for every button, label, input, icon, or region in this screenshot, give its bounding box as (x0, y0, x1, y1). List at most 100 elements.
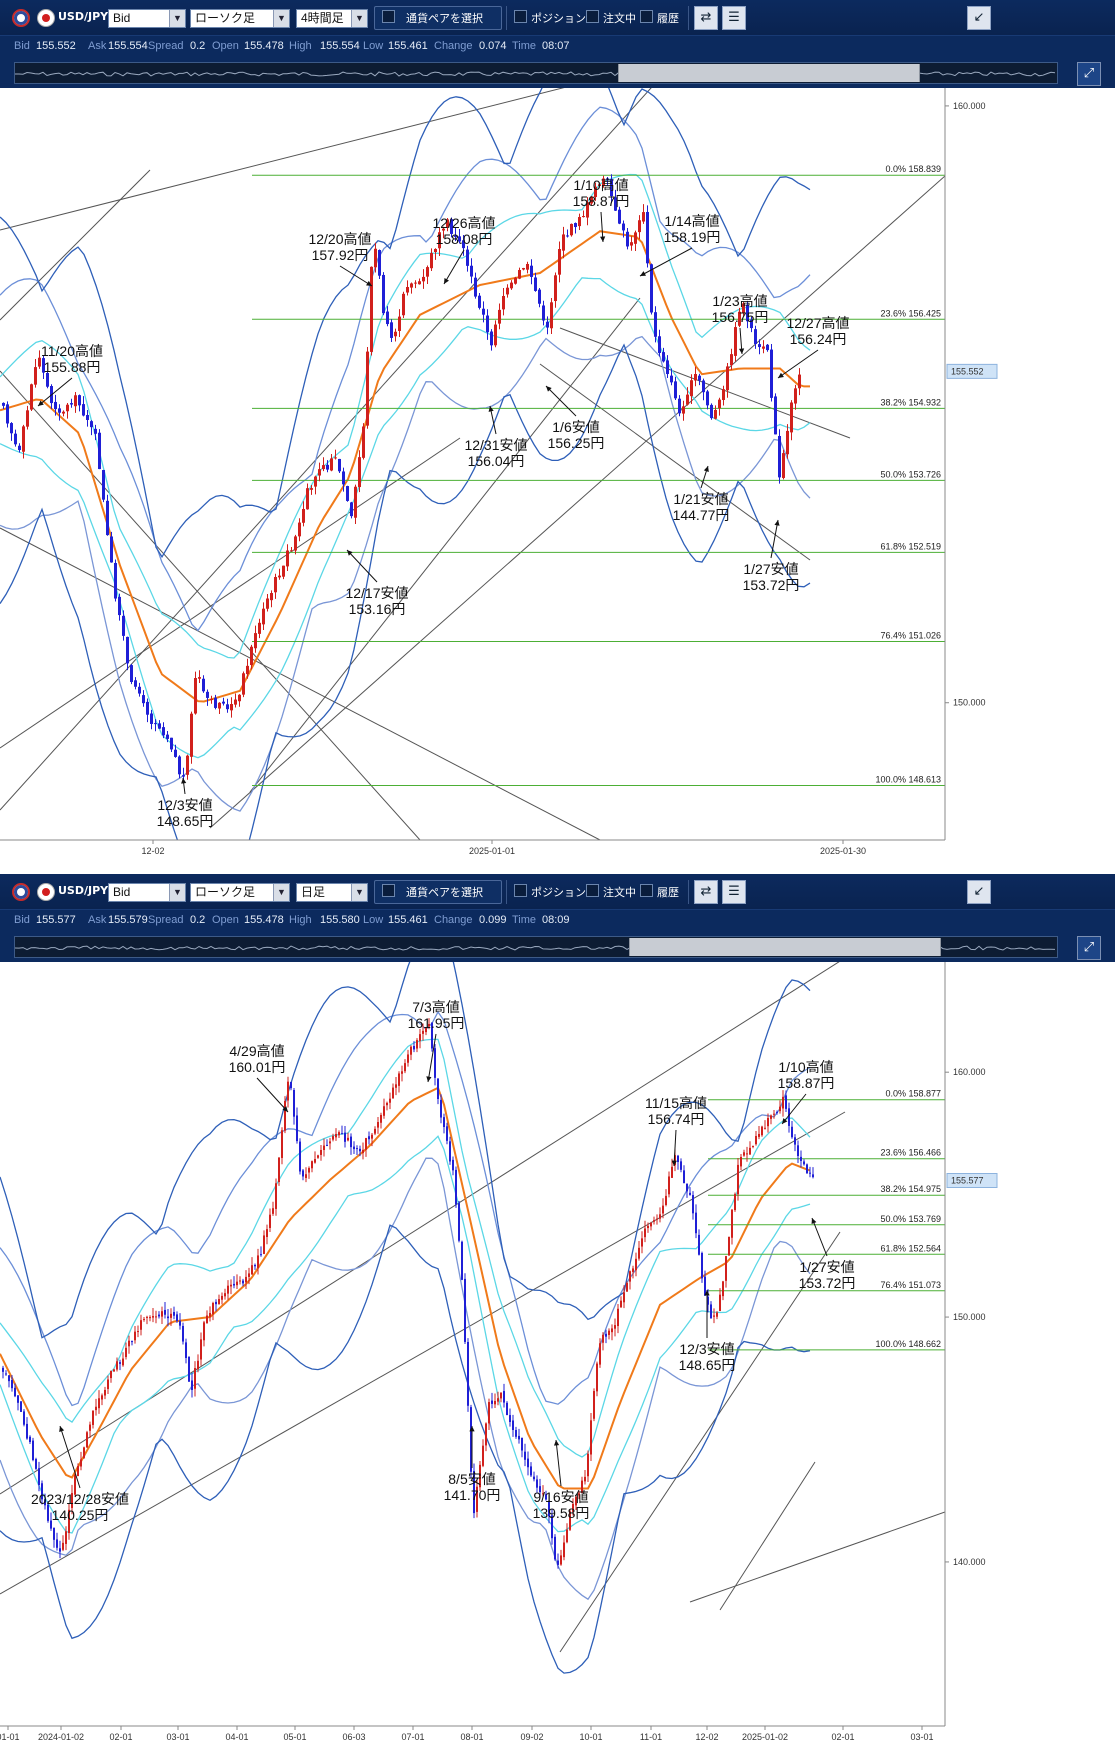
current-price-label: 155.577 (951, 1175, 984, 1185)
position-checkbox[interactable] (514, 10, 527, 23)
candle-down (302, 1170, 304, 1177)
price-tick-label: 160.000 (953, 101, 986, 111)
price-type-value: Bid (113, 11, 131, 25)
candle-down (293, 1089, 295, 1117)
candle-up (740, 1156, 742, 1167)
candle-up (140, 1320, 142, 1330)
candle-down (206, 691, 209, 698)
chevron-down-icon[interactable]: ▼ (351, 10, 367, 27)
candle-up (719, 1294, 721, 1311)
orders-checkbox[interactable] (586, 10, 599, 23)
chevron-down-icon[interactable]: ▼ (169, 10, 185, 27)
candle-down (515, 1430, 517, 1437)
annotation-price-label: 157.92円 (312, 247, 369, 263)
collapse-icon[interactable]: ↙ (967, 880, 991, 904)
candle-up (671, 1166, 673, 1178)
annotation-date-label: 8/5安値 (448, 1471, 495, 1487)
candle-up (526, 263, 529, 270)
candle-down (82, 404, 85, 416)
chevron-down-icon[interactable]: ▼ (169, 884, 185, 901)
history-checkbox[interactable] (640, 884, 653, 897)
annotation-date-label: 2023/12/28安値 (31, 1491, 129, 1507)
navigator-track[interactable] (14, 936, 1058, 958)
expand-icon[interactable]: ⤢ (1077, 62, 1101, 86)
currency-pair-label[interactable]: USD/JPY (58, 884, 109, 897)
candle-down (390, 322, 393, 338)
candle-up (203, 1322, 205, 1341)
chart-style-select[interactable]: ローソク足 ▼ (190, 883, 290, 902)
timeframe-select[interactable]: 4時間足 ▼ (296, 9, 368, 28)
candle-down (506, 1402, 508, 1416)
arrow-head-icon (366, 280, 372, 286)
currency-pair-label[interactable]: USD/JPY (58, 10, 109, 23)
candle-down (452, 1159, 454, 1171)
time-tick-label: 03-01 (910, 1732, 933, 1742)
candle-up (562, 234, 565, 251)
navigator-thumb[interactable] (628, 938, 941, 956)
fib-level-label: 61.8% 152.564 (880, 1243, 941, 1253)
candle-down (680, 1161, 682, 1170)
chart-style-select[interactable]: ローソク足 ▼ (190, 9, 290, 28)
high-value: 155.554 (320, 40, 360, 52)
navigator-thumb[interactable] (618, 64, 920, 82)
candle-up (26, 410, 29, 427)
arrow-head-icon (778, 372, 784, 378)
price-type-select[interactable]: Bid ▼ (108, 9, 186, 28)
time-tick-label: 02-01 (831, 1732, 854, 1742)
candle-up (586, 202, 589, 218)
ask-value: 155.554 (108, 40, 148, 52)
price-chart[interactable]: 0.0% 158.839 23.6% 156.425 38.2% 154.932 50… (0, 88, 1115, 872)
expand-icon[interactable]: ⤢ (1077, 936, 1101, 960)
candle-up (554, 275, 557, 302)
candle-down (622, 223, 625, 231)
candle-up (569, 1511, 571, 1530)
candle-down (142, 695, 145, 704)
candle-up (762, 346, 765, 349)
select-pair-button[interactable] (374, 6, 502, 30)
candle-down (692, 1195, 694, 1214)
layout-icon[interactable]: ☰ (722, 880, 746, 904)
candle-down (539, 1486, 541, 1493)
chevron-down-icon[interactable]: ▼ (351, 884, 367, 901)
chart-settings-icon[interactable]: ⇄ (694, 880, 718, 904)
candle-up (656, 1218, 658, 1220)
candle-up (752, 1145, 754, 1147)
annotation-price-label: 158.19円 (664, 229, 721, 245)
candle-down (106, 500, 109, 536)
price-type-select[interactable]: Bid ▼ (108, 883, 186, 902)
fib-level-label: 50.0% 153.769 (880, 1214, 941, 1224)
candle-up (742, 303, 745, 314)
candle-up (599, 1343, 601, 1365)
select-pair-checkbox[interactable] (382, 10, 395, 23)
timeframe-select[interactable]: 日足 ▼ (296, 883, 368, 902)
chart-settings-icon[interactable]: ⇄ (694, 6, 718, 30)
collapse-icon[interactable]: ↙ (967, 6, 991, 30)
low-label: Low (363, 914, 384, 926)
candle-down (678, 398, 681, 414)
candle-up (275, 1183, 277, 1209)
divider (688, 880, 689, 904)
candle-down (166, 734, 169, 739)
bollinger-band-up (0, 88, 811, 559)
annotation-date-label: 7/3高値 (412, 999, 459, 1015)
candle-up (602, 1334, 604, 1343)
price-chart[interactable]: 0.0% 158.877 23.6% 156.466 38.2% 154.975 50… (0, 962, 1115, 1758)
position-checkbox[interactable] (514, 884, 527, 897)
annotation-price-label: 140.25円 (52, 1507, 109, 1523)
select-pair-checkbox[interactable] (382, 884, 395, 897)
price-tick-label: 150.000 (953, 1312, 986, 1322)
candle-up (246, 665, 249, 675)
candle-up (209, 1313, 211, 1317)
orders-checkbox[interactable] (586, 884, 599, 897)
candle-up (755, 1135, 757, 1145)
candle-down (94, 428, 97, 434)
layout-icon[interactable]: ☰ (722, 6, 746, 30)
history-checkbox[interactable] (640, 10, 653, 23)
select-pair-button[interactable] (374, 880, 502, 904)
candle-up (476, 1486, 478, 1512)
chevron-down-icon[interactable]: ▼ (273, 884, 289, 901)
candle-up (563, 1542, 565, 1558)
chevron-down-icon[interactable]: ▼ (273, 10, 289, 27)
candle-down (770, 349, 773, 398)
navigator-track[interactable] (14, 62, 1058, 84)
